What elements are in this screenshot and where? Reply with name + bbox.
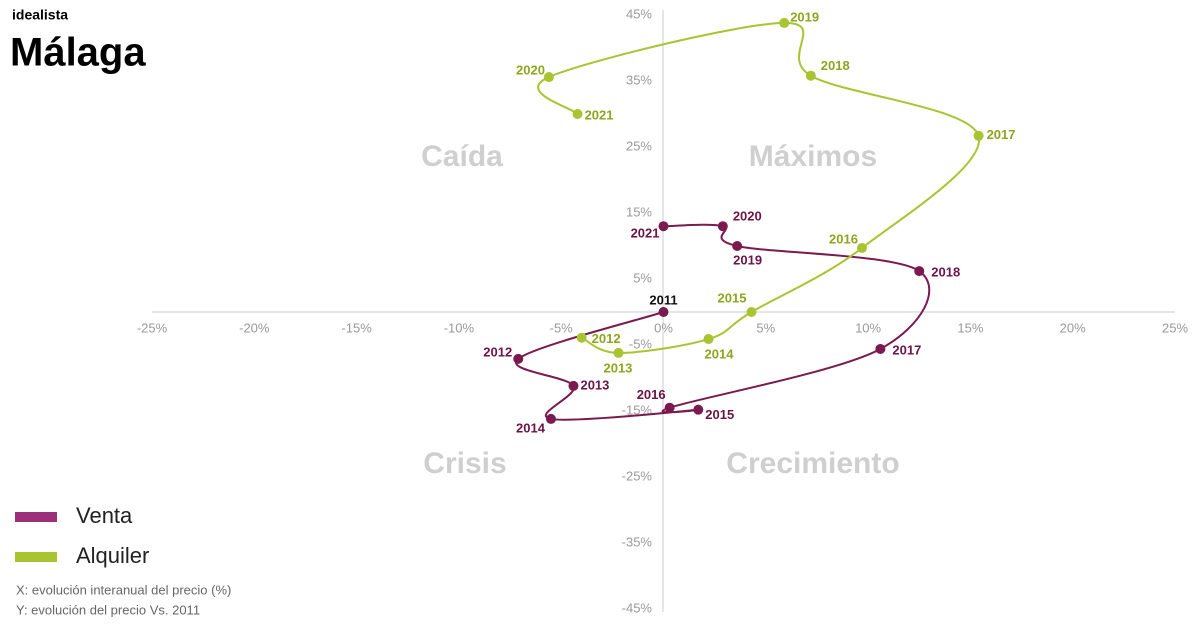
point [513, 353, 524, 364]
legend-swatch [15, 552, 57, 562]
x-tick-label: -10% [444, 320, 475, 335]
point-label: 2012 [592, 331, 621, 346]
point [973, 130, 984, 141]
point-label: 2011 [649, 292, 677, 307]
x-tick-label: 0% [654, 320, 673, 335]
y-tick-label: -5% [629, 336, 653, 351]
point [613, 347, 624, 358]
y-tick-label: 15% [626, 204, 652, 219]
x-tick-label: -15% [341, 320, 372, 335]
point-label: 2016 [829, 231, 858, 246]
y-tick-label: 25% [626, 138, 652, 153]
x-tick-label: 20% [1060, 320, 1086, 335]
y-tick-label: -35% [622, 534, 653, 549]
point-label: 2020 [733, 209, 762, 224]
y-tick-label: 35% [626, 72, 652, 87]
quadrant-label: Caída [421, 140, 503, 173]
point [658, 221, 669, 232]
chart-title: Málaga [10, 31, 146, 75]
y-tick-label: -15% [622, 402, 653, 417]
point [746, 307, 757, 317]
x-tick-label: 25% [1162, 320, 1188, 335]
point-label: 2018 [821, 58, 850, 73]
x-tick-label: -20% [239, 320, 270, 335]
point-label: 2020 [516, 62, 545, 77]
point [856, 242, 867, 253]
point-label: 2016 [637, 387, 666, 402]
legend-label: Alquiler [76, 543, 149, 568]
point [568, 380, 579, 391]
brand: idealista [12, 7, 68, 23]
point [545, 413, 556, 424]
x-tick-label: 5% [756, 320, 775, 335]
legend-label: Venta [76, 503, 133, 528]
point-label: 2014 [705, 346, 735, 361]
x-tick-label: 10% [855, 320, 881, 335]
note: X: evolución interanual del precio (%) [16, 582, 231, 597]
point [805, 70, 816, 81]
point [572, 109, 583, 119]
point-label: 2014 [516, 420, 546, 435]
point [732, 241, 743, 251]
quadrant-label: Máximos [749, 140, 877, 173]
point [914, 266, 925, 277]
point [703, 334, 714, 345]
quadrant-label: Crisis [423, 447, 506, 480]
point-label: 2021 [631, 226, 660, 241]
point [658, 307, 669, 317]
point-label: 2018 [931, 265, 960, 280]
point-label: 2019 [790, 9, 819, 24]
point-label: 2017 [987, 127, 1016, 142]
point [875, 343, 886, 354]
point [779, 17, 790, 28]
legend-swatch [15, 512, 57, 522]
x-tick-label: 15% [957, 320, 983, 335]
y-tick-label: 45% [626, 6, 652, 21]
point-label: 2013 [580, 377, 609, 392]
point [664, 402, 675, 413]
note: Y: evolución del precio Vs. 2011 [16, 602, 200, 617]
point [576, 332, 587, 343]
y-tick-label: -25% [622, 468, 653, 483]
point-label: 2017 [892, 342, 921, 357]
x-tick-label: -5% [550, 320, 574, 335]
point-label: 2021 [585, 107, 614, 122]
x-tick-label: -25% [137, 320, 168, 335]
point-label: 2013 [603, 360, 632, 375]
point [543, 72, 554, 83]
point [693, 404, 704, 415]
y-tick-label: 5% [633, 270, 652, 285]
point-label: 2012 [483, 344, 512, 359]
point-label: 2019 [733, 252, 762, 267]
series-line [537, 21, 980, 354]
quadrant-label: Crecimiento [726, 447, 899, 480]
y-tick-label: -45% [622, 600, 653, 615]
point [717, 221, 728, 232]
point-label: 2015 [705, 407, 734, 422]
point-label: 2015 [718, 290, 747, 305]
